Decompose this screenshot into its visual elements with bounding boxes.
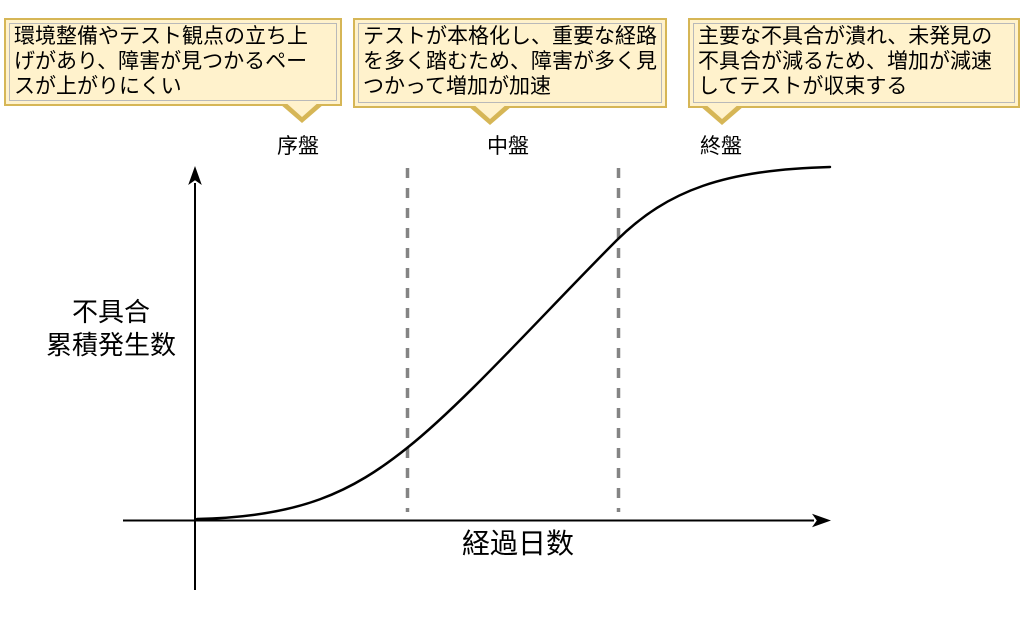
phase-label-middle: 中盤 (487, 135, 529, 158)
callout-middle-inner-box: テストが本格化し、重要な経路 を多く踏むため、障害が多く見 つかって増加が加速 (358, 23, 662, 103)
callout-late-inner-box: 主要な不具合が潰れ、未発見の 不具合が減るため、増加が減速 してテストが収束する (693, 23, 1015, 103)
callout-early-tail (280, 101, 324, 123)
y-axis-label: 不具合 累積発生数 (45, 297, 176, 360)
callout-early-text: 環境整備やテスト観点の立ち上 げがあり、障害が見つかるペー スが上がりにくい (14, 25, 308, 98)
callout-middle-tail (468, 103, 512, 125)
y-axis-arrowhead (188, 166, 202, 185)
callout-early-tail-fill (284, 101, 320, 117)
callout-late-phase: 主要な不具合が潰れ、未発見の 不具合が減るため、増加が減速 してテストが収束する (688, 18, 1020, 125)
phase-label-late: 終盤 (700, 135, 742, 158)
cumulative-defects-curve (195, 165, 832, 521)
callout-middle-tail-fill (472, 103, 508, 119)
callout-early-phase: 環境整備やテスト観点の立ち上 げがあり、障害が見つかるペー スが上がりにくい (4, 18, 342, 123)
x-axis-label: 経過日数 (461, 528, 574, 559)
callout-late-tail-fill (704, 103, 740, 119)
phase-label-early: 序盤 (277, 135, 319, 158)
callout-middle-text: テストが本格化し、重要な経路 を多く踏むため、障害が多く見 つかって増加が加速 (363, 25, 657, 98)
callout-late-tail (700, 103, 744, 125)
callout-early-inner-box: 環境整備やテスト観点の立ち上 げがあり、障害が見つかるペー スが上がりにくい (9, 23, 337, 101)
callout-late-text: 主要な不具合が潰れ、未発見の 不具合が減るため、増加が減速 してテストが収束する (698, 25, 993, 98)
x-axis-arrowhead (812, 513, 831, 528)
callout-middle-phase: テストが本格化し、重要な経路 を多く踏むため、障害が多く見 つかって増加が加速 (353, 18, 667, 125)
